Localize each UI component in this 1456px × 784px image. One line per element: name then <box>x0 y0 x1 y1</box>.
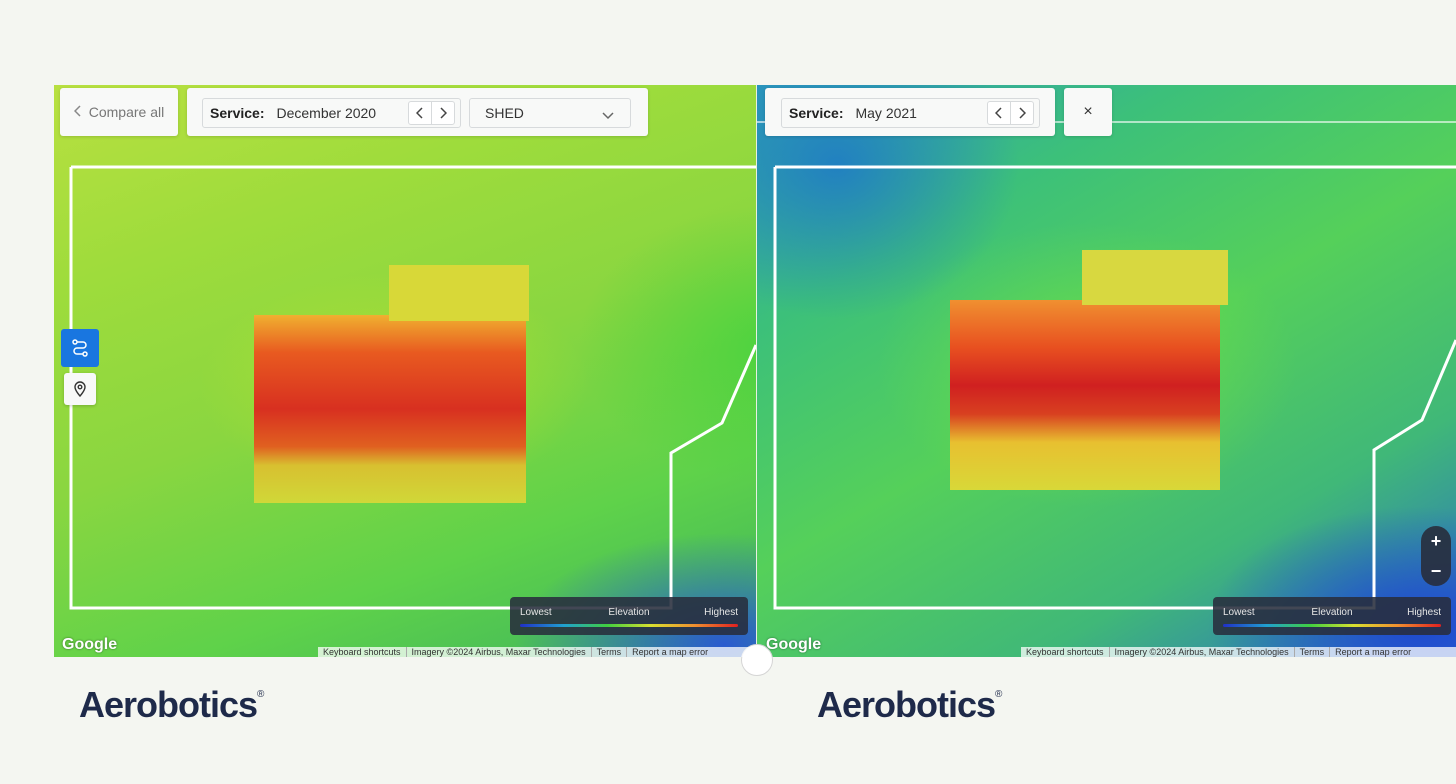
service-label: Service: <box>210 105 265 121</box>
map-attribution-left: Keyboard shortcuts Imagery ©2024 Airbus,… <box>318 647 756 657</box>
brand-name: Aerobotics <box>79 684 258 725</box>
service-date: May 2021 <box>855 105 917 121</box>
map-view-left[interactable] <box>54 85 756 657</box>
compare-divider[interactable] <box>756 85 757 657</box>
service-nav <box>987 101 1034 125</box>
building-elevation-left <box>254 315 526 503</box>
route-tool-button[interactable] <box>61 329 99 367</box>
chevron-left-icon <box>995 107 1002 119</box>
service-nav <box>408 101 455 125</box>
building-annex-right <box>1082 250 1228 305</box>
imagery-credit: Imagery ©2024 Airbus, Maxar Technologies <box>1110 647 1295 657</box>
report-error-link[interactable]: Report a map error <box>632 647 709 657</box>
chevron-right-icon <box>440 107 447 119</box>
compare-all-button[interactable]: Compare all <box>60 88 178 136</box>
map-pin-icon <box>74 381 86 397</box>
registered-mark: ® <box>257 689 265 700</box>
chevron-left-icon <box>416 107 423 119</box>
google-logo[interactable]: Google <box>766 636 822 653</box>
map-view-right[interactable] <box>757 85 1456 657</box>
chevron-down-icon <box>602 107 614 123</box>
zoom-out-button[interactable]: − <box>1430 560 1442 581</box>
keyboard-shortcuts-link[interactable]: Keyboard shortcuts <box>1021 647 1110 657</box>
google-logo[interactable]: Google <box>62 636 118 653</box>
service-date: December 2020 <box>276 105 377 121</box>
chevron-right-icon <box>1019 107 1026 119</box>
close-icon: × <box>1083 103 1093 120</box>
aerobotics-logo: Aerobotics ® <box>79 683 264 727</box>
map-attribution-right: Keyboard shortcuts Imagery ©2024 Airbus,… <box>1021 647 1456 657</box>
legend-gradient-bar <box>520 624 738 627</box>
aerobotics-logo: Aerobotics ® <box>817 683 1002 727</box>
right-service-selector[interactable]: Service: May 2021 <box>781 98 1040 128</box>
property-boundary-left <box>69 165 756 610</box>
registered-mark: ® <box>995 689 1003 700</box>
terms-link[interactable]: Terms <box>592 647 628 657</box>
service-label: Service: <box>789 105 844 121</box>
elevation-legend-left: Lowest Elevation Highest <box>510 597 748 635</box>
legend-highest: Highest <box>1407 607 1441 618</box>
legend-lowest: Lowest <box>520 607 552 618</box>
brand-name: Aerobotics <box>817 684 996 725</box>
property-boundary-right <box>757 121 1456 610</box>
zoom-in-button[interactable]: + <box>1430 530 1442 551</box>
legend-title: Elevation <box>608 607 650 618</box>
legend-lowest: Lowest <box>1223 607 1255 618</box>
map-pin-button[interactable] <box>64 373 96 405</box>
building-elevation-right <box>950 300 1220 490</box>
left-service-selector[interactable]: Service: December 2020 <box>202 98 461 128</box>
next-service-button[interactable] <box>431 102 454 124</box>
zoom-control: + − <box>1421 526 1451 586</box>
previous-service-button[interactable] <box>409 102 431 124</box>
layer-select[interactable]: SHED <box>469 98 631 128</box>
imagery-credit: Imagery ©2024 Airbus, Maxar Technologies <box>407 647 592 657</box>
layer-select-value: SHED <box>485 105 524 121</box>
previous-service-button[interactable] <box>988 102 1010 124</box>
legend-gradient-bar <box>1223 624 1441 627</box>
close-compare-button[interactable]: × <box>1064 88 1112 136</box>
next-service-button[interactable] <box>1010 102 1033 124</box>
legend-title: Elevation <box>1311 607 1353 618</box>
keyboard-shortcuts-link[interactable]: Keyboard shortcuts <box>318 647 407 657</box>
chevron-left-icon <box>73 104 82 120</box>
building-annex-left <box>389 265 529 321</box>
compare-all-label: Compare all <box>88 104 165 120</box>
route-icon <box>72 339 88 357</box>
terms-link[interactable]: Terms <box>1295 647 1331 657</box>
legend-highest: Highest <box>704 607 738 618</box>
report-error-link[interactable]: Report a map error <box>1335 647 1412 657</box>
elevation-legend-right: Lowest Elevation Highest <box>1213 597 1451 635</box>
